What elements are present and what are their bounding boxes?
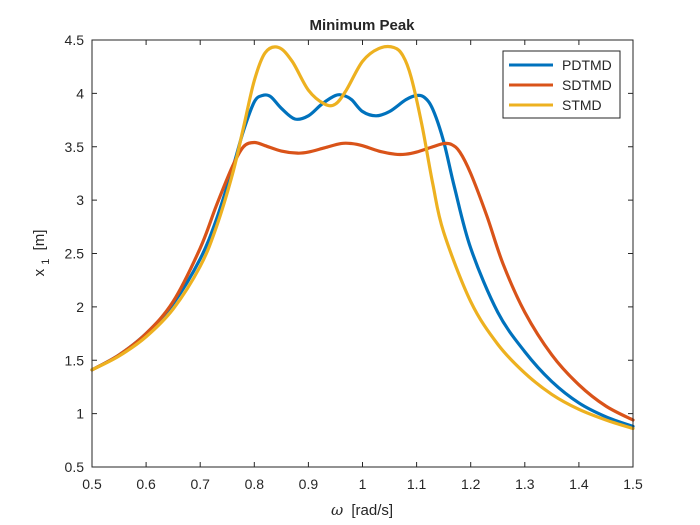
y-axis-label-main: x xyxy=(31,268,48,276)
legend-label-sdtmd: SDTMD xyxy=(562,77,612,93)
x-tick-label: 1 xyxy=(359,476,367,492)
y-tick-label: 4.5 xyxy=(65,32,85,48)
series-line-sdtmd xyxy=(90,140,635,422)
legend: PDTMD SDTMD STMD xyxy=(502,50,621,119)
chart-title: Minimum Peak xyxy=(309,17,415,34)
y-tick-label: 3.5 xyxy=(65,139,85,155)
x-tick-label: 1.3 xyxy=(515,476,535,492)
x-axis-label-unit: [rad/s] xyxy=(351,502,393,519)
y-axis-label-unit: [m] xyxy=(31,230,48,251)
x-tick-label: 1.2 xyxy=(461,476,481,492)
x-tick-label: 1.5 xyxy=(623,476,643,492)
x-tick-label: 0.8 xyxy=(245,476,265,492)
x-tick-label: 0.9 xyxy=(299,476,319,492)
y-axis-label-sub: 1 xyxy=(40,259,52,265)
y-tick-label: 4 xyxy=(76,85,84,101)
series-layer xyxy=(90,45,635,431)
x-tick-label: 0.6 xyxy=(136,476,156,492)
x-tick-label: 0.5 xyxy=(82,476,102,492)
x-tick-label: 0.7 xyxy=(190,476,210,492)
x-tick-label: 1.4 xyxy=(569,476,589,492)
y-tick-label: 1.5 xyxy=(65,352,85,368)
x-axis-label-symbol: ω xyxy=(331,501,343,519)
y-tick-label: 3 xyxy=(76,192,84,208)
y-tick-label: 2.5 xyxy=(65,246,85,262)
legend-label-pdtmd: PDTMD xyxy=(562,57,612,73)
y-tick-label: 2 xyxy=(76,299,84,315)
series-line-pdtmd xyxy=(90,93,635,429)
axes-layer: 0.5 0.6 0.7 0.8 0.9 1 1.1 1.2 1.3 1.4 1.5 0.5 1 1.5 2 2… xyxy=(65,32,643,492)
y-tick-label: 0.5 xyxy=(65,459,85,475)
y-axis-label: x 1 [m] xyxy=(31,230,53,277)
series-line-stmd xyxy=(90,45,635,431)
legend-label-stmd: STMD xyxy=(562,97,602,113)
x-axis-label: ω [rad/s] xyxy=(331,501,393,519)
x-tick-label: 1.1 xyxy=(407,476,427,492)
y-tick-label: 1 xyxy=(76,406,84,422)
